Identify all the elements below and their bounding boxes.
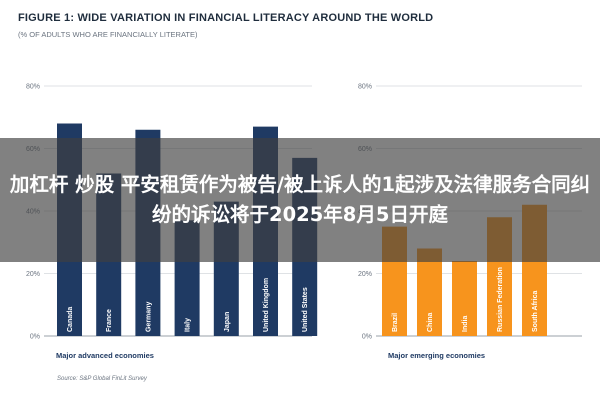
overlay-headline: 加杠杆 炒股 平安租赁作为被告/被上诉人的1起涉及法律服务合同纠纷的诉讼将于20…	[9, 173, 591, 226]
group-label: Major advanced economies	[56, 351, 154, 360]
category-label: India	[462, 316, 469, 332]
source-note: Source: S&P Global FinLit Survey	[57, 376, 147, 382]
headline-overlay: 加杠杆 炒股 平安租赁作为被告/被上诉人的1起涉及法律服务合同纠纷的诉讼将于20…	[0, 138, 600, 262]
y-tick-label: 80%	[358, 84, 372, 91]
y-tick-label: 80%	[26, 84, 40, 91]
category-label: United Kingdom	[263, 278, 270, 332]
category-label: Germany	[145, 302, 152, 332]
category-label: France	[106, 309, 113, 332]
category-label: Canada	[67, 307, 74, 332]
group-label: Major emerging economies	[388, 351, 485, 360]
category-label: Italy	[185, 318, 192, 332]
category-label: China	[427, 312, 434, 332]
bar	[452, 261, 477, 336]
category-label: South Africa	[532, 291, 539, 332]
category-label: Brazil	[392, 313, 399, 332]
bar	[417, 248, 442, 336]
y-tick-label: 0%	[362, 334, 372, 341]
category-label: Japan	[224, 312, 231, 332]
chart-subtitle: (% OF ADULTS WHO ARE FINANCIALLY LITERAT…	[18, 30, 198, 39]
category-label: United States	[302, 287, 309, 332]
y-tick-label: 20%	[26, 271, 40, 278]
category-label: Russian Federation	[497, 267, 504, 332]
y-tick-label: 0%	[30, 334, 40, 341]
y-tick-label: 20%	[358, 271, 372, 278]
chart-title: FIGURE 1: WIDE VARIATION IN FINANCIAL LI…	[18, 12, 434, 24]
